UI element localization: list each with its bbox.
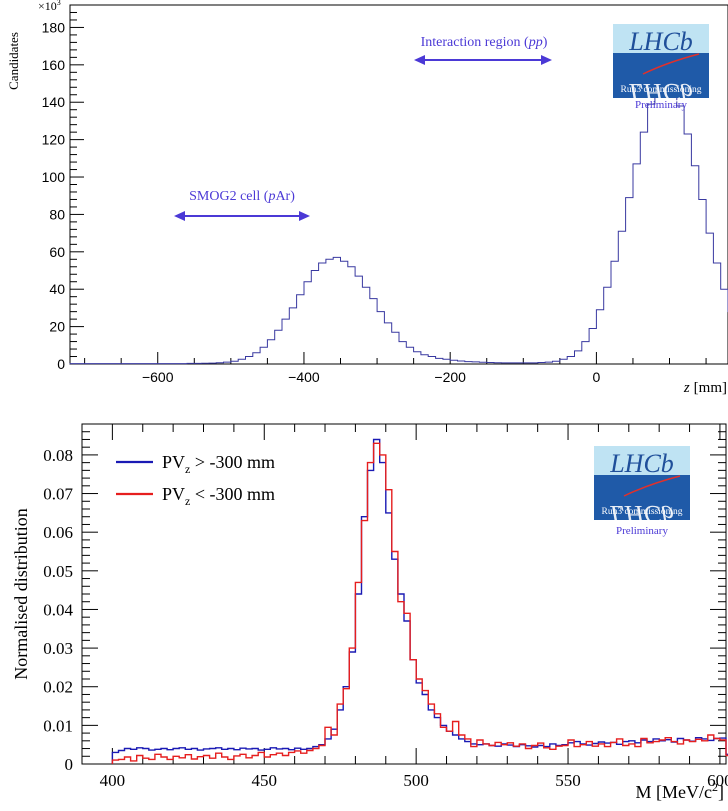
- bottom-y-tick-label: 0.08: [43, 446, 73, 465]
- top-y-tick-label: 60: [49, 244, 65, 260]
- interaction-region-range-arrow: [414, 55, 552, 65]
- svg-text:LHCb: LHCb: [609, 500, 674, 529]
- top-y-tick-label: 180: [42, 19, 66, 35]
- top-y-tick-label: 20: [49, 319, 65, 335]
- bottom-y-tick-label: 0.03: [43, 639, 73, 658]
- top-y-tick-label: 100: [42, 169, 66, 185]
- bottom-y-axis-label: Normalised distribution: [11, 508, 31, 679]
- bottom-y-tick-label: 0.04: [43, 600, 73, 619]
- top-y-tick-label: 0: [57, 356, 65, 372]
- svg-text:Run3 commissioning: Run3 commissioning: [620, 85, 701, 95]
- bottom-histogram-series-red: [111, 442, 728, 764]
- top-x-tick-label: −200: [434, 369, 466, 385]
- top-y-axis-ticks: 0 20 40 60 80 100 120 140 160 180: [42, 4, 84, 372]
- top-x-axis-label: z [mm]: [683, 380, 727, 396]
- bottom-panel: 0 0.01 0.02 0.03 0.04 0.05 0.06 0.07 0.08 400 450…: [11, 423, 728, 802]
- top-y-tick-label: 120: [42, 132, 66, 148]
- svg-text:Run3 commissioning: Run3 commissioning: [601, 507, 682, 517]
- top-x-axis-ticks: −600−400−2000200: [84, 352, 707, 385]
- bottom-x-tick-label: 450: [252, 771, 278, 790]
- top-x-tick-label: 0: [593, 369, 601, 385]
- top-x-tick-label: −400: [288, 369, 320, 385]
- top-x-tick-label: −600: [142, 369, 174, 385]
- bottom-y-tick-label: 0.05: [43, 562, 73, 581]
- interaction-region-annotation: Interaction region (pp): [421, 35, 548, 50]
- bottom-y-axis-ticks: 0 0.01 0.02 0.03 0.04 0.05 0.06 0.07 0.08: [43, 423, 726, 774]
- svg-text:LHCb: LHCb: [628, 78, 693, 107]
- top-preliminary-label: Preliminary: [635, 99, 687, 111]
- top-y-tick-label: 40: [49, 281, 65, 297]
- lhcb-logo-bottom: LHCb LHCb Run3 commissioning: [594, 446, 690, 529]
- top-y-axis-label: Candidates: [6, 32, 21, 90]
- smog2-range-arrow: [174, 211, 310, 221]
- bottom-x-tick-label: 500: [403, 771, 429, 790]
- top-panel: 0 20 40 60 80 100 120 140 160 180 −600 −400 −200 0 20…: [6, 0, 728, 396]
- bottom-x-tick-label: 400: [100, 771, 126, 790]
- svg-text:LHCb: LHCb: [628, 27, 693, 56]
- bottom-x-tick-label: 550: [555, 771, 581, 790]
- bottom-x-axis-label: M [MeV/c2]: [636, 780, 724, 802]
- bottom-y-tick-label: 0.02: [43, 678, 73, 697]
- legend: PVz > -300 mm PVz < -300 mm: [116, 452, 275, 508]
- top-y-multiplier: ×103: [38, 0, 61, 13]
- bottom-x-axis-ticks: 400 450 500 550 600: [81, 424, 728, 790]
- top-y-tick-label: 80: [49, 206, 65, 222]
- legend-label-red: PVz < -300 mm: [162, 484, 275, 508]
- bottom-y-tick-label: 0: [65, 755, 74, 774]
- bottom-y-tick-label: 0.07: [43, 485, 73, 504]
- bottom-y-tick-label: 0.01: [43, 716, 73, 735]
- svg-text:LHCb: LHCb: [609, 449, 674, 478]
- lhcb-logo: LHCb LHCb Run3 commissioning: [613, 24, 709, 107]
- top-y-tick-label: 160: [42, 57, 66, 73]
- bottom-y-tick-label: 0.06: [43, 523, 73, 542]
- legend-label-blue: PVz > -300 mm: [162, 452, 275, 476]
- top-histogram-series: [69, 79, 728, 365]
- top-y-tick-label: 140: [42, 94, 66, 110]
- bottom-preliminary-label: Preliminary: [616, 525, 668, 537]
- smog2-annotation: SMOG2 cell (pAr): [189, 189, 295, 204]
- bottom-x-tick-label: 600: [707, 771, 728, 790]
